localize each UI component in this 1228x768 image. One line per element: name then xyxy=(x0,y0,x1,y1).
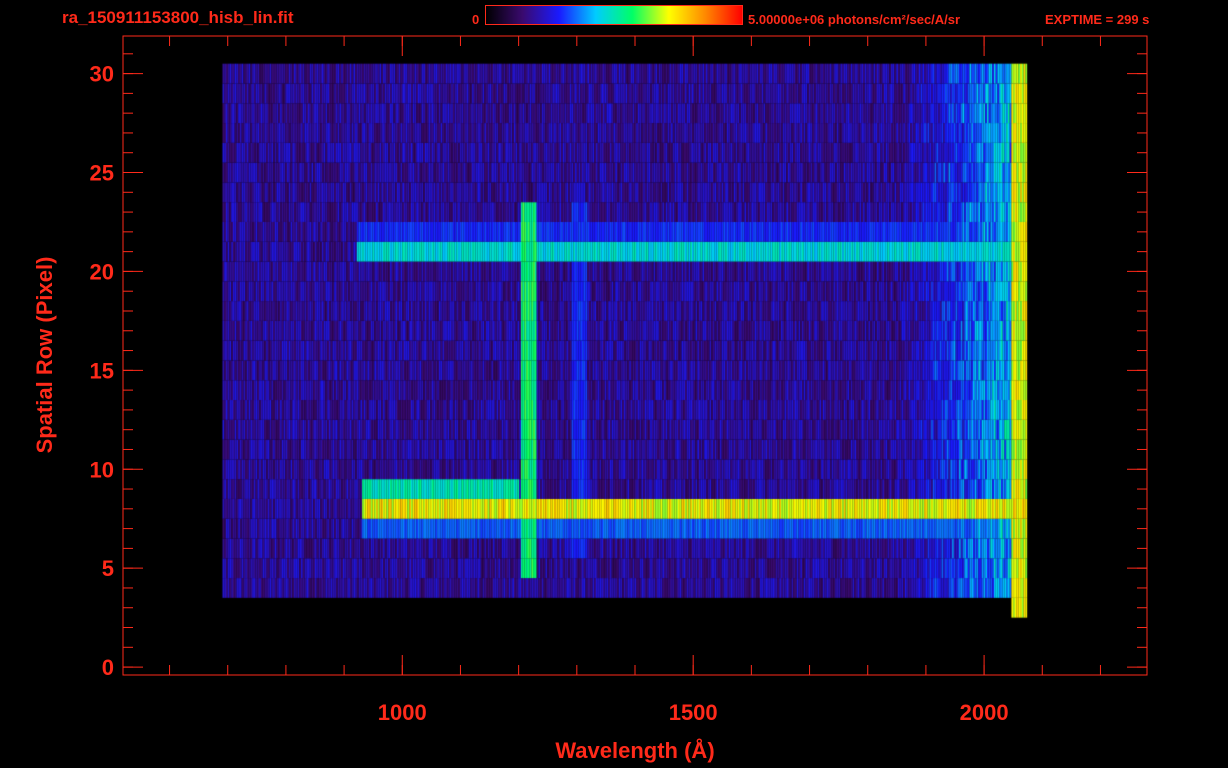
colorbar-max-label: 5.00000e+06 photons/cm²/sec/A/sr xyxy=(748,12,961,27)
exposure-time: EXPTIME = 299 s xyxy=(1045,12,1150,27)
x-tick-label: 2000 xyxy=(960,700,1009,725)
axis-ticks: 1000 1500 2000 0 5 10 15 20 25 30 xyxy=(90,36,1147,725)
y-tick-label: 15 xyxy=(90,358,114,383)
heatmap-cells xyxy=(123,36,1147,675)
file-title: ra_150911153800_hisb_lin.fit xyxy=(62,8,294,27)
colorbar xyxy=(485,5,743,25)
spectrogram-heatmap xyxy=(123,36,1147,675)
y-tick-label: 5 xyxy=(102,556,114,581)
x-tick-label: 1500 xyxy=(669,700,718,725)
x-axis-label: Wavelength (Å) xyxy=(555,737,714,763)
x-tick-label: 1000 xyxy=(378,700,427,725)
y-tick-label: 25 xyxy=(90,161,114,186)
y-tick-label: 0 xyxy=(102,655,114,680)
y-axis-label: Spatial Row (Pixel) xyxy=(32,257,57,454)
colorbar-min-label: 0 xyxy=(472,12,480,27)
y-tick-label: 20 xyxy=(90,259,114,284)
y-tick-label: 30 xyxy=(90,62,114,87)
y-tick-label: 10 xyxy=(90,457,114,482)
